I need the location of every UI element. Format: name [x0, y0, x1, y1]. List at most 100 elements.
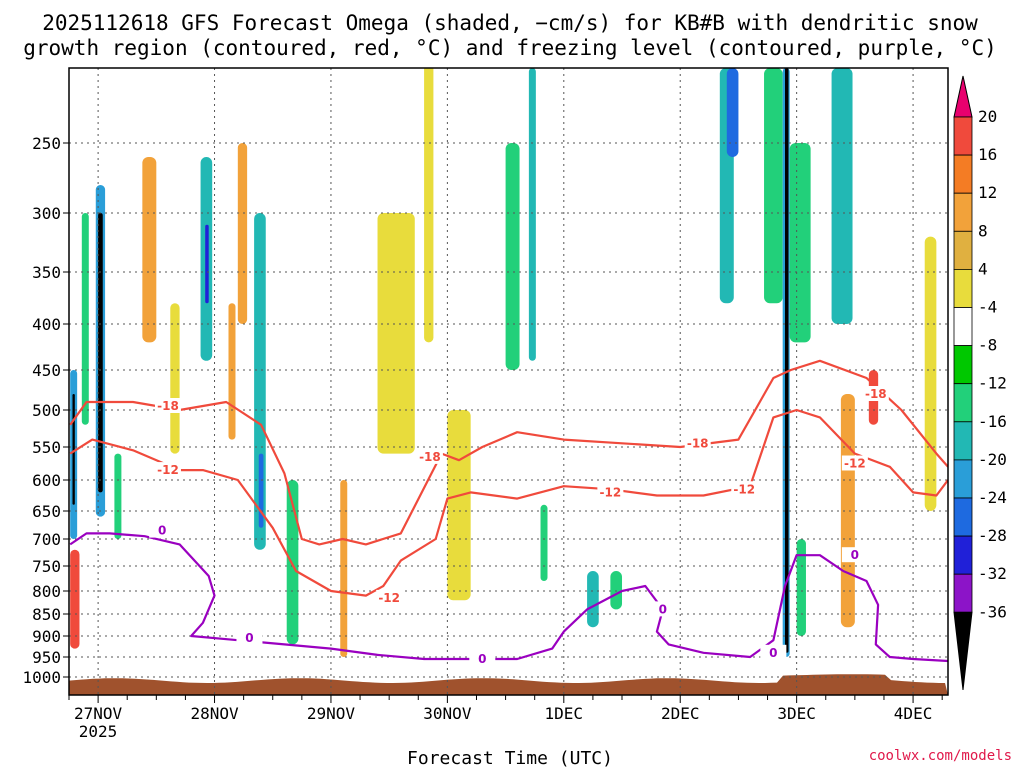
contour-line--12 — [69, 408, 948, 597]
x-tick-label-27NOV: 27NOV — [74, 704, 123, 723]
colorbar-label--32: -32 — [978, 564, 1007, 583]
x-tick-label-4DEC: 4DEC — [894, 704, 933, 723]
omega-cell-2 — [70, 549, 80, 649]
contour-label-bg--18-1 — [416, 448, 443, 464]
x-tick-label-29NOV: 29NOV — [307, 704, 356, 723]
omega-cell-35 — [924, 236, 937, 511]
y-tick-label-800: 800 — [32, 582, 61, 601]
omega-cell-30 — [789, 143, 811, 343]
x-tick-label-1DEC: 1DEC — [545, 704, 584, 723]
colorbar-label-16: 16 — [978, 145, 997, 164]
y-tick-label-700: 700 — [32, 530, 61, 549]
colorbar-box-0 — [953, 116, 973, 156]
contour-label--12-2: -12 — [600, 485, 622, 499]
x-tick-label-2DEC: 2DEC — [661, 704, 700, 723]
contour-line-0 — [69, 532, 948, 663]
omega-cell-27 — [764, 68, 783, 304]
omega-cell-20 — [505, 143, 520, 370]
plot-frame — [68, 67, 949, 696]
contour-label-0-1: 0 — [245, 631, 253, 645]
contours: -18 -18 -18 -18 -12 -12 -12 -12 -12 0 0 0 0 0 0 — [69, 359, 948, 666]
x-year-label: 2025 — [79, 722, 118, 741]
y-tick-label-600: 600 — [32, 471, 61, 490]
contour-label-bg--18-2 — [684, 435, 711, 451]
colorbar-box-3 — [953, 230, 973, 270]
y-tick-label-900: 900 — [32, 627, 61, 646]
contour-label-0-5: 0 — [851, 548, 859, 562]
colorbar-box-7 — [953, 383, 973, 423]
colorbar-box-9 — [953, 459, 973, 499]
colorbar-label-12: 12 — [978, 183, 997, 202]
contour-label-0-0: 0 — [158, 524, 166, 538]
contour-label-0-3: 0 — [659, 602, 667, 616]
omega-cell-6 — [114, 453, 122, 539]
colorbar-label--4: -4 — [978, 298, 997, 317]
contour-label--12-1: -12 — [378, 591, 400, 605]
colorbar-box-11 — [953, 535, 973, 575]
y-tick-label-950: 950 — [32, 648, 61, 667]
contour-label-bg-0-5 — [841, 547, 868, 563]
contour-label-bg--18-0 — [154, 398, 181, 413]
colorbar-box-8 — [953, 421, 973, 461]
contour-label-bg-0-0 — [149, 522, 176, 538]
contour-label-bg-0-1 — [236, 630, 263, 646]
omega-cell-32 — [831, 68, 853, 324]
contour-label-bg--12-1 — [376, 589, 403, 605]
terrain-band — [69, 674, 948, 695]
colorbar-label--24: -24 — [978, 488, 1007, 507]
omega-cell-1 — [72, 394, 75, 505]
omega-cell-5 — [98, 213, 103, 493]
contour-label-bg-0-4 — [760, 644, 787, 660]
contour-label--18-0: -18 — [157, 399, 179, 413]
omega-cell-10 — [205, 224, 209, 304]
terrain-fill — [69, 674, 948, 695]
omega-cell-12 — [237, 143, 248, 324]
y-tick-label-400: 400 — [32, 315, 61, 334]
y-tick-label-550: 550 — [32, 438, 61, 457]
contour-label--18-3: -18 — [865, 387, 887, 401]
colorbar-box-1 — [953, 154, 973, 194]
colorbar-label--8: -8 — [978, 336, 997, 355]
y-tick-label-500: 500 — [32, 401, 61, 420]
omega-cell-29 — [785, 68, 789, 653]
contour-label--18-2: -18 — [687, 436, 709, 450]
omega-cell-8 — [170, 303, 180, 454]
omega-cell-26 — [726, 68, 739, 157]
colorbar-label--12: -12 — [978, 374, 1007, 393]
contour-label--18-1: -18 — [419, 450, 441, 464]
y-tick-label-450: 450 — [32, 361, 61, 380]
y-tick-label-750: 750 — [32, 557, 61, 576]
contour-label-bg--12-0 — [154, 462, 181, 478]
contour-label--12-4: -12 — [844, 457, 866, 471]
x-tick-label-30NOV: 30NOV — [423, 704, 472, 723]
omega-cell-22 — [540, 504, 548, 581]
colorbar-box-6 — [953, 345, 973, 385]
contour-label-0-2: 0 — [478, 652, 486, 666]
colorbar: 20 16 12 8 4 -4 -8 -12 -16 -20 -24 -28 -32 -36 — [953, 75, 1007, 691]
colorbar-box-10 — [953, 497, 973, 537]
omega-cell-21 — [528, 68, 536, 361]
y-tick-label-850: 850 — [32, 605, 61, 624]
contour-label-bg--12-2 — [597, 484, 624, 500]
y-tick-label-300: 300 — [32, 204, 61, 223]
colorbar-label--16: -16 — [978, 412, 1007, 431]
contour-label-bg--18-3 — [862, 386, 889, 401]
x-tick-label-28NOV: 28NOV — [190, 704, 239, 723]
omega-cell-24 — [610, 571, 623, 610]
y-tick-label-250: 250 — [32, 134, 61, 153]
omega-cell-23 — [587, 571, 599, 628]
colorbar-box-4 — [953, 268, 973, 308]
chart-title-line2: growth region (contoured, red, °C) and f… — [23, 36, 997, 60]
x-tick-label-3DEC: 3DEC — [777, 704, 816, 723]
contour-label-bg-0-3 — [649, 601, 676, 617]
colorbar-box-5 — [953, 307, 973, 346]
colorbar-box-2 — [953, 192, 973, 232]
y-axis: 250 300 350 400 450 500 550 600 650 700 750 800 850 9… — [22, 134, 69, 687]
x-axis: 27NOV 28NOV 29NOV 30NOV 1DEC 2DEC 3DEC 4DEC — [68, 695, 943, 723]
omega-cell-14 — [258, 453, 264, 528]
omega-cell-3 — [81, 213, 89, 425]
omega-cell-31 — [796, 539, 806, 636]
omega-cell-16 — [340, 480, 348, 657]
omega-cell-19 — [447, 410, 471, 601]
